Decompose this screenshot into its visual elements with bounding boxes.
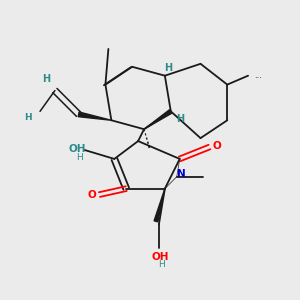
Text: H: H <box>76 153 83 162</box>
Text: O: O <box>88 190 96 200</box>
Polygon shape <box>78 112 111 120</box>
Text: H: H <box>158 260 165 269</box>
Text: H: H <box>164 63 172 73</box>
Polygon shape <box>154 189 165 222</box>
Text: ...: ... <box>254 71 262 80</box>
Text: H: H <box>176 114 184 124</box>
Text: N: N <box>177 169 186 179</box>
Text: H: H <box>42 74 50 84</box>
Text: OH: OH <box>152 252 169 262</box>
Text: OH: OH <box>68 143 86 154</box>
Text: H: H <box>24 113 32 122</box>
Text: O: O <box>212 140 221 151</box>
Polygon shape <box>144 110 172 129</box>
